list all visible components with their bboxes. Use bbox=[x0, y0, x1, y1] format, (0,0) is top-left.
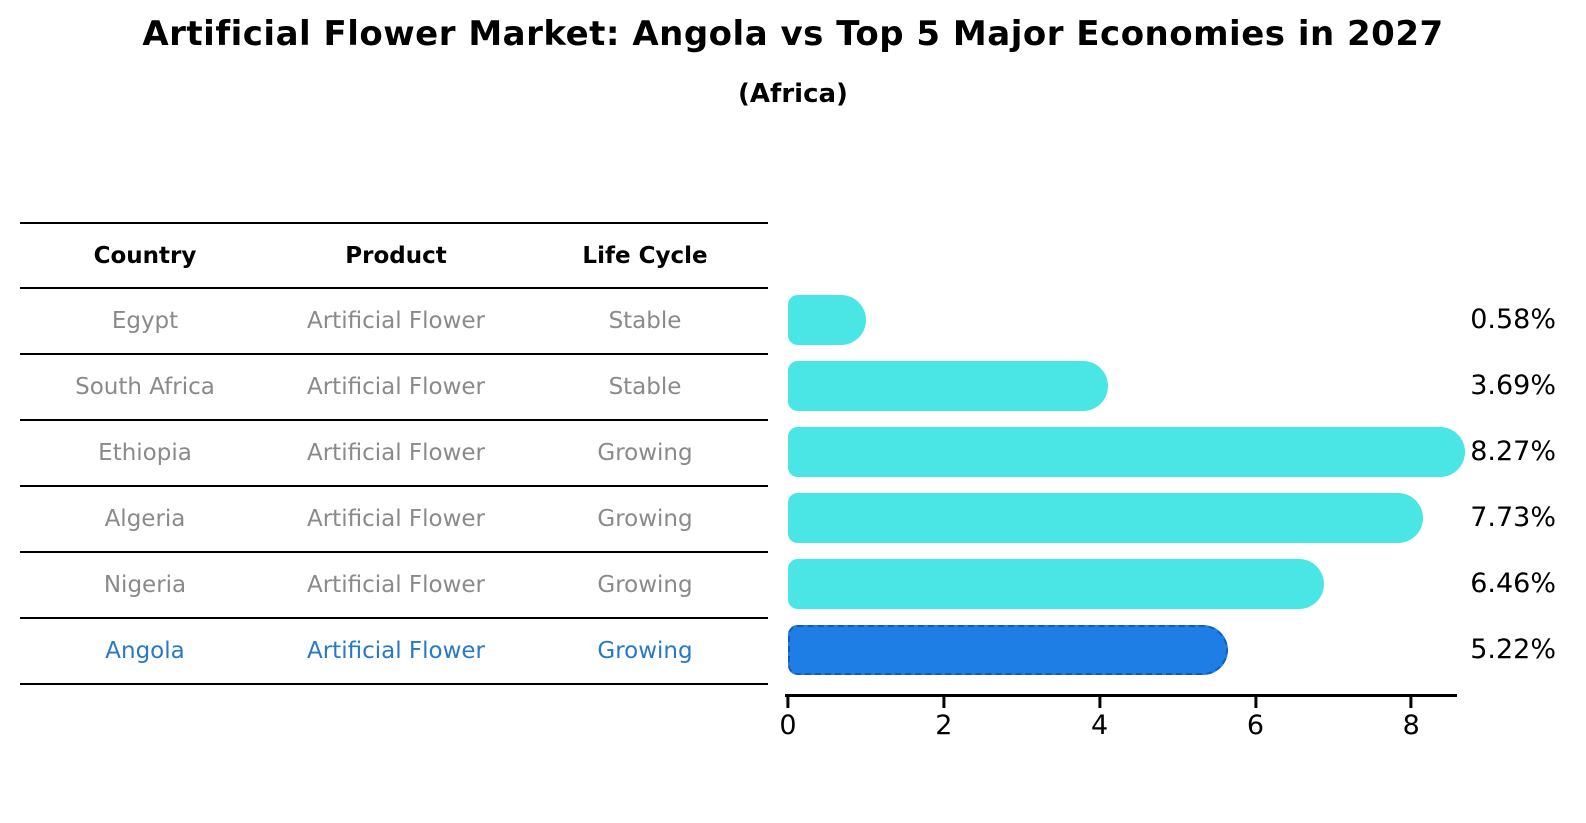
table-row-highlighted: Angola Artificial Flower Growing bbox=[20, 619, 768, 685]
x-axis-tick: 0 bbox=[779, 697, 797, 741]
header-cell-product: Product bbox=[345, 242, 447, 269]
x-axis-tick: 2 bbox=[935, 697, 952, 741]
tick-label: 2 bbox=[935, 710, 953, 741]
cell-country: Ethiopia bbox=[98, 440, 192, 466]
value-label-ethiopia: 8.27% bbox=[1470, 436, 1556, 467]
figure-title: Artificial Flower Market: Angola vs Top … bbox=[142, 14, 1444, 54]
cell-life-cycle: Growing bbox=[597, 440, 693, 466]
bar-ethiopia bbox=[788, 427, 1466, 477]
x-axis-tick: 8 bbox=[1403, 697, 1420, 741]
tick-mark bbox=[1253, 697, 1257, 708]
bar-row bbox=[788, 617, 1458, 683]
cell-country: Angola bbox=[105, 638, 185, 664]
cell-country: South Africa bbox=[75, 374, 215, 400]
bar-row bbox=[788, 551, 1458, 617]
tick-label: 6 bbox=[1246, 710, 1265, 741]
cell-life-cycle: Growing bbox=[597, 506, 693, 532]
header-cell-life-cycle: Life Cycle bbox=[582, 242, 708, 269]
tick-mark bbox=[786, 697, 790, 708]
cell-product: Artificial Flower bbox=[306, 374, 486, 400]
bar-row bbox=[788, 419, 1466, 485]
bar-angola-highlighted bbox=[788, 625, 1228, 675]
value-label-algeria: 7.73% bbox=[1470, 502, 1556, 533]
cell-country: Nigeria bbox=[103, 572, 187, 598]
tick-mark bbox=[942, 697, 946, 708]
table-header-row: Country Product Life Cycle bbox=[20, 222, 768, 289]
value-label-nigeria: 6.46% bbox=[1470, 568, 1556, 599]
cell-life-cycle: Growing bbox=[597, 572, 693, 598]
cell-product: Artificial Flower bbox=[306, 506, 486, 532]
value-label-angola: 5.22% bbox=[1470, 634, 1556, 665]
bar-egypt bbox=[788, 295, 867, 345]
cell-product: Artificial Flower bbox=[306, 638, 486, 664]
x-axis-line bbox=[785, 694, 1457, 697]
tick-label: 8 bbox=[1402, 710, 1420, 741]
table-row: Egypt Artificial Flower Stable bbox=[20, 289, 768, 355]
bar-row bbox=[788, 485, 1458, 551]
cell-product: Artificial Flower bbox=[306, 440, 486, 466]
x-axis-tick: 6 bbox=[1247, 697, 1264, 741]
tick-mark bbox=[1098, 697, 1102, 708]
cell-life-cycle: Stable bbox=[608, 308, 682, 334]
bar-chart-plot-area bbox=[788, 287, 1466, 683]
tick-label: 4 bbox=[1091, 710, 1109, 741]
table-row: Nigeria Artificial Flower Growing bbox=[20, 553, 768, 619]
cell-country: Algeria bbox=[104, 506, 186, 532]
bar-south-africa bbox=[788, 361, 1109, 411]
figure-subtitle: (Africa) bbox=[738, 79, 848, 109]
cell-life-cycle: Growing bbox=[597, 638, 693, 664]
table-row: South Africa Artificial Flower Stable bbox=[20, 355, 768, 421]
cell-country: Egypt bbox=[111, 308, 179, 334]
bar-nigeria bbox=[788, 559, 1325, 609]
value-label-egypt: 0.58% bbox=[1470, 304, 1556, 335]
header-cell-country: Country bbox=[93, 242, 197, 269]
bar-row bbox=[788, 287, 1458, 353]
tick-label: 0 bbox=[779, 710, 797, 741]
cell-life-cycle: Stable bbox=[608, 374, 682, 400]
table-row: Ethiopia Artificial Flower Growing bbox=[20, 421, 768, 487]
cell-product: Artificial Flower bbox=[306, 572, 486, 598]
cell-product: Artificial Flower bbox=[306, 308, 486, 334]
x-axis-tick: 4 bbox=[1091, 697, 1108, 741]
bar-algeria bbox=[788, 493, 1424, 543]
tick-mark bbox=[1409, 697, 1413, 708]
table-row: Algeria Artificial Flower Growing bbox=[20, 487, 768, 553]
bar-row bbox=[788, 353, 1458, 419]
value-label-south-africa: 3.69% bbox=[1470, 370, 1556, 401]
market-table: Country Product Life Cycle Egypt Artific… bbox=[20, 222, 768, 685]
